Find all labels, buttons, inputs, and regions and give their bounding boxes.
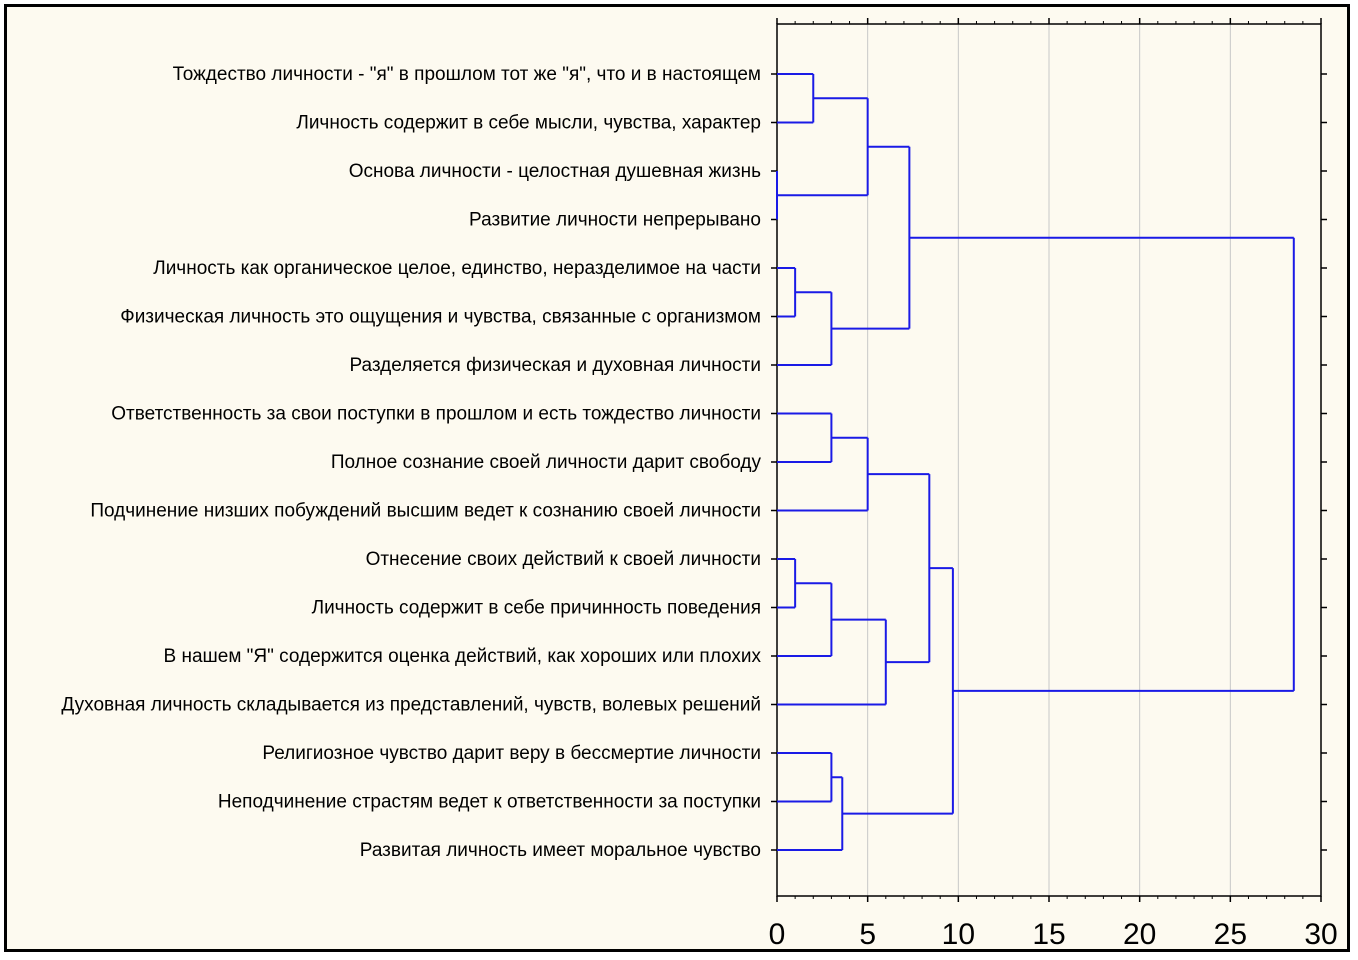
x-tick-label: 30 bbox=[1304, 918, 1337, 949]
leaf-label: Отнесение своих действий к своей личност… bbox=[366, 549, 761, 570]
x-tick-label: 10 bbox=[942, 918, 975, 949]
leaf-label: Разделяется физическая и духовная личнос… bbox=[349, 355, 761, 376]
x-tick-label: 15 bbox=[1032, 918, 1065, 949]
x-tick-label: 20 bbox=[1123, 918, 1156, 949]
x-tick-label: 25 bbox=[1214, 918, 1247, 949]
leaf-label: Духовная личность складывается из предст… bbox=[61, 695, 761, 716]
x-tick-label: 5 bbox=[859, 918, 876, 949]
leaf-label: Личность содержит в себе причинность пов… bbox=[312, 598, 761, 619]
leaf-label: Основа личности - целостная душевная жиз… bbox=[349, 161, 761, 182]
leaf-label: В нашем "Я" содержится оценка действий, … bbox=[164, 646, 762, 667]
dendrogram-chart: Тождество личности - "я" в прошлом тот ж… bbox=[61, 18, 1338, 949]
leaf-label: Физическая личность это ощущения и чувст… bbox=[120, 307, 761, 328]
leaf-label: Неподчинение страстям ведет к ответствен… bbox=[218, 792, 761, 813]
leaf-label: Развитая личность имеет моральное чувств… bbox=[360, 840, 761, 861]
dendrogram-links bbox=[776, 73, 1295, 851]
plot-area bbox=[776, 23, 1322, 897]
grid-lines bbox=[867, 24, 1231, 896]
leaf-label: Ответственность за свои поступки в прошл… bbox=[111, 404, 761, 425]
leaf-label: Религиозное чувство дарит веру в бессмер… bbox=[262, 743, 761, 764]
leaf-label: Личность содержит в себе мысли, чувства,… bbox=[296, 113, 761, 134]
x-tick-label: 0 bbox=[769, 918, 786, 949]
tick-marks bbox=[771, 18, 1327, 902]
leaf-label: Развитие личности непрерывано bbox=[469, 210, 761, 231]
figure-frame: Тождество личности - "я" в прошлом тот ж… bbox=[4, 4, 1350, 952]
leaf-label: Полное сознание своей личности дарит сво… bbox=[331, 452, 762, 473]
leaf-labels: Тождество личности - "я" в прошлом тот ж… bbox=[61, 64, 761, 861]
x-axis-tick-labels: 0 5 10 15 20 25 30 bbox=[769, 918, 1338, 949]
leaf-label: Подчинение низших побуждений высшим веде… bbox=[90, 501, 761, 522]
leaf-label: Личность как органическое целое, единств… bbox=[153, 258, 761, 279]
leaf-label: Тождество личности - "я" в прошлом тот ж… bbox=[173, 64, 761, 85]
